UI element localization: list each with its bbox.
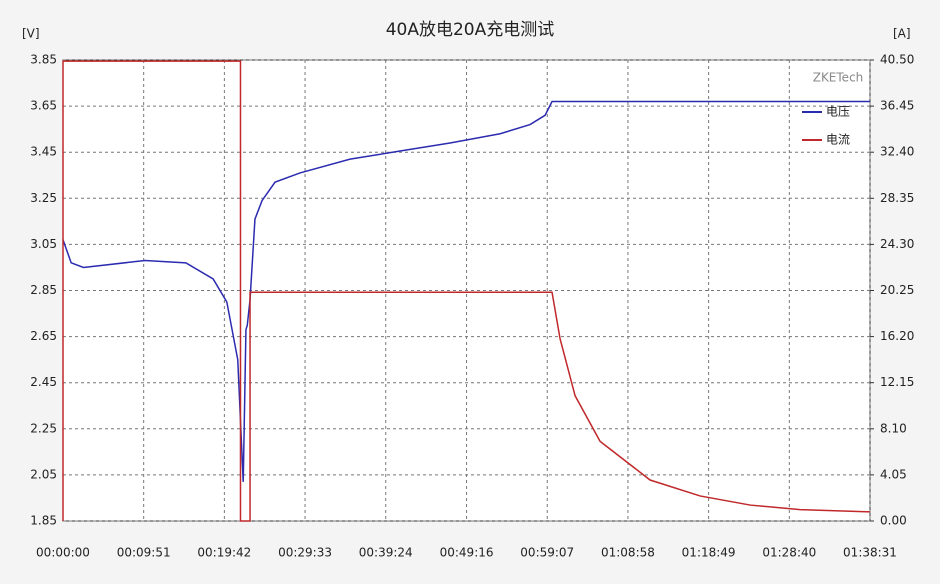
y-tick-label: 2.45 <box>30 375 57 389</box>
y-unit: [V] <box>22 27 40 41</box>
x-tick-label: 01:38:31 <box>843 546 897 560</box>
x-tick-label: 00:49:16 <box>440 546 494 560</box>
y2-unit: [A] <box>893 27 911 41</box>
y-tick-label: 2.05 <box>30 467 57 481</box>
y-tick-label: 3.25 <box>30 191 57 205</box>
x-tick-label: 00:19:42 <box>197 546 251 560</box>
y2-tick-label: 24.30 <box>880 237 914 251</box>
x-tick-label: 01:08:58 <box>601 546 655 560</box>
y2-tick-label: 32.40 <box>880 145 914 159</box>
series-line <box>62 100 870 482</box>
y-tick-label: 3.45 <box>30 145 57 159</box>
y2-tick-label: 16.20 <box>880 329 914 343</box>
y-tick-label: 3.65 <box>30 99 57 113</box>
x-tick-label: 00:09:51 <box>117 546 171 560</box>
legend-label: 电压 <box>826 105 850 119</box>
y-tick-label: 1.85 <box>30 514 57 528</box>
y-tick-label: 3.85 <box>30 53 57 67</box>
y2-tick-label: 28.35 <box>880 191 914 205</box>
x-tick-label: 00:39:24 <box>359 546 413 560</box>
x-tick-label: 00:59:07 <box>520 546 574 560</box>
x-tick-label: 01:18:49 <box>682 546 736 560</box>
x-tick-label: 01:28:40 <box>762 546 816 560</box>
chart-title: 40A放电20A充电测试 <box>386 20 555 40</box>
series-line <box>62 60 871 522</box>
y2-tick-label: 36.45 <box>880 99 914 113</box>
watermark: ZKETech <box>813 71 864 85</box>
y2-tick-label: 4.05 <box>880 467 907 481</box>
y2-tick-label: 0.00 <box>880 514 907 528</box>
x-tick-label: 00:29:33 <box>278 546 332 560</box>
y2-tick-label: 8.10 <box>880 421 907 435</box>
y-tick-label: 2.85 <box>30 283 57 297</box>
y-tick-label: 2.65 <box>30 329 57 343</box>
x-tick-label: 00:00:00 <box>36 546 90 560</box>
y-tick-label: 2.25 <box>30 421 57 435</box>
y2-tick-label: 40.50 <box>880 53 914 67</box>
legend-label: 电流 <box>826 133 850 147</box>
y2-tick-label: 12.15 <box>880 375 914 389</box>
y2-tick-label: 20.25 <box>880 283 914 297</box>
y-tick-label: 3.05 <box>30 237 57 251</box>
